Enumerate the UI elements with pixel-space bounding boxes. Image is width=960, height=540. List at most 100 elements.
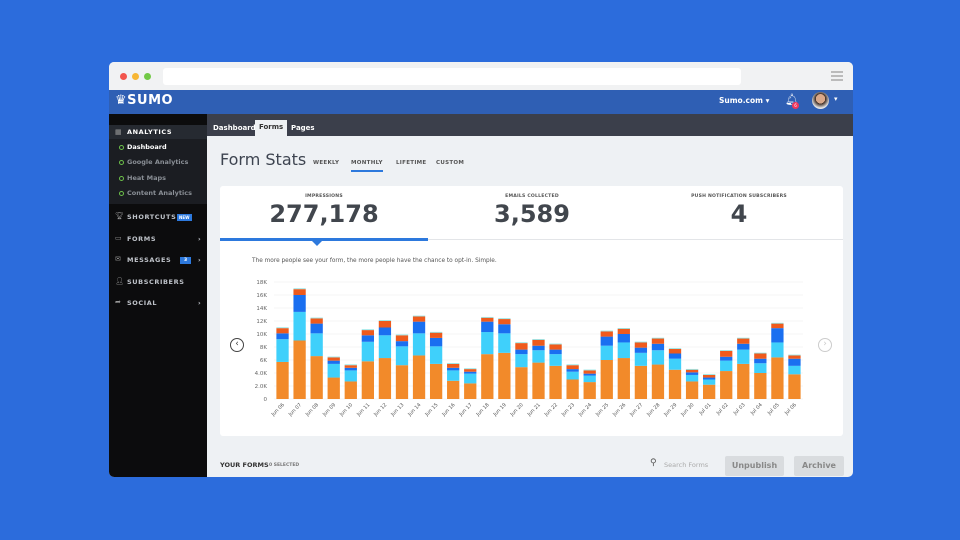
minimize-dot[interactable] — [132, 73, 139, 80]
x-tick-label: Jun 07 — [287, 402, 303, 418]
bar-cap — [788, 354, 801, 356]
bar-segment — [293, 295, 306, 312]
chevron-right-icon[interactable]: › — [818, 338, 832, 352]
bar-segment — [668, 358, 682, 370]
sumo-logo[interactable]: ♛SUMO — [115, 93, 174, 108]
stat-emails[interactable]: EMAILS COLLECTED 3,589 — [494, 194, 570, 228]
bar-segment — [464, 373, 477, 384]
y-tick-label: 10K — [256, 332, 267, 338]
bar-segment — [685, 374, 699, 382]
bar-cap — [600, 330, 613, 332]
bar-segment — [412, 321, 426, 334]
sidebar-sub-dashboard[interactable]: Dashboard — [119, 143, 167, 151]
x-tick-label: Jun 25 — [594, 402, 610, 418]
archive-button[interactable]: Archive — [794, 456, 844, 476]
bar-cap — [344, 364, 357, 366]
bar-cap — [566, 364, 579, 366]
bar-segment — [429, 363, 443, 399]
x-tick-label: Jul 06 — [783, 402, 798, 417]
hamburger-icon[interactable] — [831, 71, 843, 81]
sidebar-item-analytics[interactable]: ▦ ANALYTICS — [109, 125, 207, 139]
bar-segment — [429, 332, 443, 338]
site-selector[interactable]: Sumo.com ▾ — [719, 96, 770, 105]
bar-cap — [720, 350, 733, 351]
x-tick-label: Jul 02 — [715, 402, 730, 417]
trophy-icon: 🏆︎ — [115, 212, 124, 220]
stat-impressions[interactable]: IMPRESSIONS 277,178 — [269, 194, 379, 228]
close-dot[interactable] — [120, 73, 127, 80]
bar-segment — [549, 354, 562, 366]
bar-segment — [549, 344, 562, 350]
tab-dashboard[interactable]: Dashboard — [213, 124, 256, 132]
x-tick-label: Jun 27 — [628, 402, 644, 418]
bar-cap — [771, 322, 784, 324]
period-custom[interactable]: CUSTOM — [436, 160, 465, 166]
bar-segment — [737, 338, 750, 344]
bar-cap — [361, 329, 374, 331]
x-tick-label: Jun 26 — [611, 402, 627, 418]
bar-segment — [651, 364, 665, 399]
bar-segment — [532, 350, 545, 363]
x-tick-label: Jun 22 — [543, 402, 559, 418]
chevron-down-icon[interactable]: ▾ — [834, 95, 838, 103]
x-tick-label: Jun 18 — [475, 402, 491, 418]
bar-segment — [395, 365, 409, 399]
period-weekly[interactable]: WEEKLY — [313, 160, 340, 166]
bar-segment — [515, 343, 528, 350]
chevron-left-icon[interactable]: ‹ — [230, 338, 244, 352]
bar-segment — [566, 365, 579, 370]
bar-segment — [447, 370, 460, 381]
search-input[interactable]: Search Forms — [664, 461, 709, 469]
x-tick-label: Jun 09 — [321, 402, 337, 418]
crown-icon: ♛ — [115, 93, 128, 108]
stats-card: IMPRESSIONS 277,178 EMAILS COLLECTED 3,589… — [220, 186, 843, 436]
sidebar-sub-heat-maps[interactable]: Heat Maps — [119, 174, 166, 182]
avatar[interactable] — [812, 92, 829, 109]
maximize-dot[interactable] — [144, 73, 151, 80]
bar-segment — [754, 358, 767, 364]
bar-segment — [293, 340, 306, 399]
x-tick-label: Jun 21 — [526, 402, 542, 418]
x-tick-label: Jun 06 — [270, 402, 286, 418]
period-monthly[interactable]: MONTHLY — [351, 160, 383, 172]
bar-segment — [600, 331, 613, 337]
bar-segment — [549, 349, 562, 355]
tab-pages[interactable]: Pages — [291, 124, 315, 132]
x-tick-label: Jun 15 — [423, 402, 439, 418]
sidebar-sub-google-analytics[interactable]: Google Analytics — [118, 158, 189, 166]
chevron-right-icon: › — [198, 299, 202, 307]
bar-segment — [737, 349, 750, 364]
bar-segment — [634, 365, 648, 399]
tab-forms[interactable]: Forms — [255, 120, 288, 136]
bar-segment — [464, 369, 477, 372]
bar-cap — [310, 317, 323, 319]
stat-push[interactable]: PUSH NOTIFICATION SUBSCRIBERS 4 — [691, 194, 787, 228]
unpublish-button[interactable]: Unpublish — [725, 456, 784, 476]
bar-segment — [788, 365, 801, 375]
bar-segment — [532, 362, 545, 399]
bar-segment — [668, 369, 682, 399]
bar-segment — [378, 358, 392, 399]
period-lifetime[interactable]: LIFETIME — [396, 160, 427, 166]
x-tick-label: Jun 10 — [338, 402, 354, 418]
address-bar[interactable] — [163, 68, 741, 85]
x-tick-label: Jun 12 — [372, 402, 388, 418]
your-forms-label: YOUR FORMS — [220, 461, 269, 469]
bar-segment — [720, 350, 733, 357]
bar-segment — [600, 345, 613, 360]
bar-segment — [634, 347, 648, 353]
bar-segment — [617, 342, 630, 359]
bar-cap — [634, 341, 648, 343]
notification-badge: 6 — [792, 102, 799, 109]
sidebar-sub-content-analytics[interactable]: Content Analytics — [119, 189, 192, 197]
bar-segment — [276, 339, 289, 362]
x-tick-label: Jul 05 — [766, 402, 781, 417]
bar-cap — [327, 356, 340, 358]
bar-segment — [276, 361, 289, 399]
bar-segment — [361, 341, 374, 362]
bar-segment — [276, 328, 289, 334]
bar-segment — [327, 363, 340, 378]
bar-segment — [685, 369, 699, 373]
bar-segment — [515, 354, 528, 368]
y-tick-label: 8K — [260, 345, 267, 351]
